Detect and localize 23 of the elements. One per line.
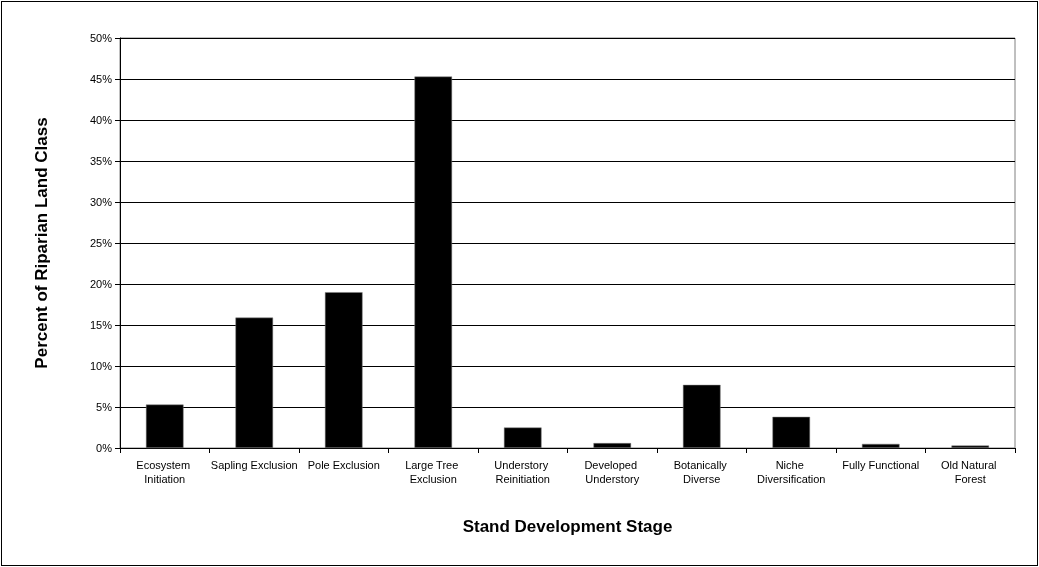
y-tick-label: 20%	[89, 278, 113, 290]
y-tick-label: 30%	[89, 196, 113, 208]
y-tick-label: 10%	[89, 360, 113, 372]
y-tick-label: 5%	[96, 401, 113, 413]
y-tick-label: 35%	[89, 155, 113, 167]
y-tick-label: 0%	[96, 442, 113, 454]
x-tick-label: Niche Diversification	[757, 459, 826, 485]
x-tick-label: Fully Functional	[842, 459, 920, 471]
x-tick-label: Large Tree Exclusion	[405, 459, 462, 485]
y-axis-title: Percent of Riparian Land Class	[32, 117, 51, 369]
x-tick-label: Pole Exclusion	[307, 459, 380, 471]
y-tick-label: 25%	[89, 237, 113, 249]
x-tick-label: Ecosystem Initiation	[136, 459, 194, 485]
x-tick-label: Developed Understory	[584, 459, 641, 485]
x-tick-label: Sapling Exclusion	[210, 459, 298, 471]
x-tick-label: Understory Reinitiation	[494, 459, 552, 485]
y-tick-label: 45%	[89, 73, 113, 85]
y-tick-label: 15%	[89, 319, 113, 331]
x-axis-title: Stand Development Stage	[462, 517, 673, 536]
y-tick-label: 40%	[89, 114, 113, 126]
x-tick-label: Old Natural Forest	[940, 459, 1000, 485]
x-tick-label: Botanically Diverse	[673, 459, 730, 485]
y-tick-label: 50%	[89, 32, 113, 44]
